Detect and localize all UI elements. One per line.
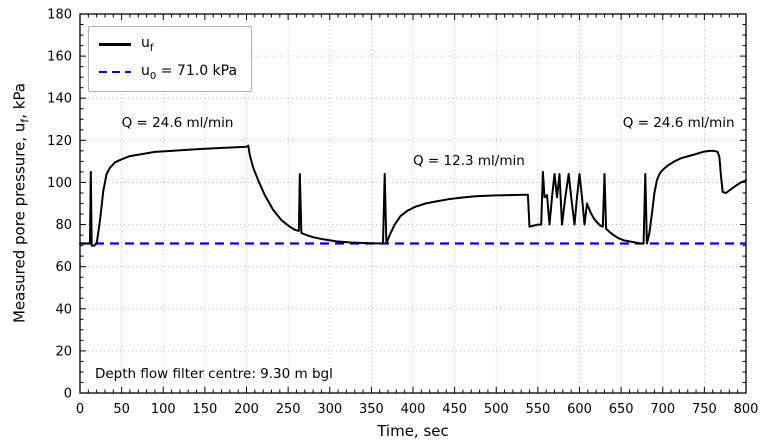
svg-text:800: 800 (734, 402, 759, 417)
svg-text:20: 20 (55, 344, 72, 359)
u0-line-sample-icon (99, 70, 131, 74)
svg-text:60: 60 (55, 260, 72, 275)
svg-text:100: 100 (151, 402, 176, 417)
annotation: Q = 24.6 ml/min (121, 115, 234, 132)
svg-text:0: 0 (64, 387, 72, 402)
svg-text:40: 40 (55, 302, 72, 317)
annotation: Depth flow filter centre: 9.30 m bgl (94, 366, 333, 383)
svg-text:600: 600 (567, 402, 592, 417)
svg-text:140: 140 (47, 92, 72, 107)
legend: uf u0 = 71.0 kPa (88, 26, 253, 92)
svg-text:700: 700 (650, 402, 675, 417)
x-axis-label: Time, sec (377, 422, 449, 440)
annotation: Q = 24.6 ml/min (622, 115, 735, 132)
svg-text:180: 180 (47, 8, 72, 23)
svg-text:250: 250 (276, 402, 301, 417)
svg-text:750: 750 (692, 402, 717, 417)
legend-label-uf: uf (141, 35, 154, 54)
svg-text:400: 400 (401, 402, 426, 417)
uf-line-sample-icon (99, 43, 131, 46)
legend-label-u0: u0 = 71.0 kPa (141, 62, 238, 82)
svg-text:150: 150 (192, 402, 217, 417)
svg-text:450: 450 (442, 402, 467, 417)
svg-text:350: 350 (359, 402, 384, 417)
svg-text:500: 500 (484, 402, 509, 417)
svg-text:120: 120 (47, 134, 72, 149)
svg-text:650: 650 (609, 402, 634, 417)
svg-text:100: 100 (47, 176, 72, 191)
annotation: Q = 12.3 ml/min (413, 153, 525, 170)
svg-text:80: 80 (55, 218, 72, 233)
svg-text:160: 160 (47, 50, 72, 65)
legend-item-uf: uf (99, 35, 237, 54)
svg-text:550: 550 (525, 402, 550, 417)
svg-text:300: 300 (317, 402, 342, 417)
legend-item-u0: u0 = 71.0 kPa (99, 63, 237, 82)
svg-text:50: 50 (113, 402, 130, 417)
y-axis-label: Measured pore pressure, uf, kPa (10, 82, 32, 324)
svg-text:0: 0 (76, 402, 84, 417)
svg-text:200: 200 (234, 402, 259, 417)
